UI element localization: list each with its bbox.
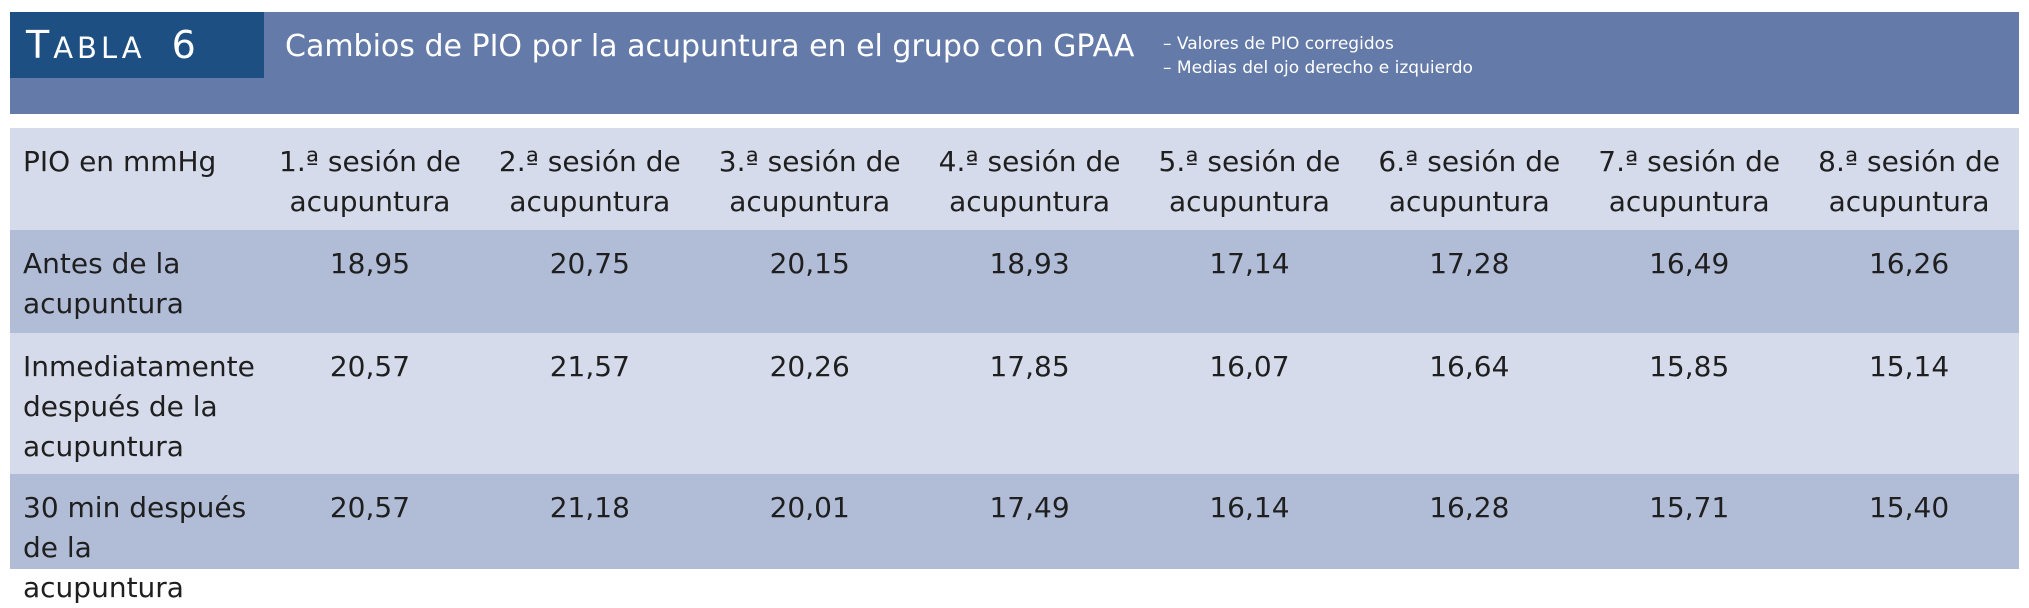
table-cell: 16,14 <box>1209 491 1290 524</box>
table-note: – Medias del ojo derecho e izquierdo <box>1163 58 1473 78</box>
table-cell: 16,26 <box>1868 247 1950 280</box>
table-cell: 16,07 <box>1209 350 1290 383</box>
table-label-word: TABLA <box>26 23 146 67</box>
table-cell: 21,57 <box>549 350 630 383</box>
table-header-band: TABLA 6 Cambios de PIO por la acupuntura… <box>10 12 2019 114</box>
table-cell: 18,95 <box>329 247 411 280</box>
table-gap <box>10 114 2019 128</box>
table-row: 30 min después de la acupuntura 20,57 21,… <box>10 474 2019 604</box>
column-header: 4.ª sesión de acupuntura <box>938 145 1121 218</box>
table-cell: 17,28 <box>1429 247 1510 280</box>
table-header-row: PIO en mmHg 1.ª sesión de acupuntura 2.ª … <box>10 128 2019 230</box>
table-cell: 17,14 <box>1209 247 1290 280</box>
column-header: 1.ª sesión de acupuntura <box>279 145 461 218</box>
table-cell: 15,85 <box>1649 350 1730 383</box>
table-label-number: 6 <box>171 23 196 67</box>
table-cell: 21,18 <box>549 491 630 524</box>
table-cell: 20,75 <box>549 247 630 280</box>
table-title: Cambios de PIO por la acupuntura en el g… <box>285 29 1135 64</box>
table-cell: 17,49 <box>989 491 1070 524</box>
table-notes: – Valores de PIO corregidos – Medias del… <box>1163 32 1473 80</box>
table-figure: TABLA 6 Cambios de PIO por la acupuntura… <box>10 12 2019 604</box>
column-header: 3.ª sesión de acupuntura <box>718 145 901 218</box>
table-cell: 15,40 <box>1868 491 1950 524</box>
table-cell: 17,85 <box>989 350 1070 383</box>
table-cell: 16,64 <box>1429 350 1510 383</box>
table-cell: 18,93 <box>989 247 1070 280</box>
column-header: 6.ª sesión de acupuntura <box>1378 145 1561 218</box>
table-row: Inmediatamente después de la acupuntura 20… <box>10 333 2019 474</box>
table-cell: 16,28 <box>1429 491 1510 524</box>
table-note: – Valores de PIO corregidos <box>1163 34 1394 54</box>
column-header: 7.ª sesión de acupuntura <box>1598 145 1781 218</box>
table-cell: 16,49 <box>1649 247 1730 280</box>
data-table: PIO en mmHg 1.ª sesión de acupuntura 2.ª … <box>10 114 2019 604</box>
row-label: Inmediatamente después de la acupuntura <box>23 350 255 463</box>
column-header: 5.ª sesión de acupuntura <box>1158 145 1341 218</box>
table-cell: 15,71 <box>1649 491 1730 524</box>
table-cell: 20,57 <box>329 350 411 383</box>
row-header-label: PIO en mmHg <box>23 145 217 178</box>
table-cell: 20,26 <box>769 350 850 383</box>
table-cell: 20,57 <box>329 491 411 524</box>
table-label: TABLA 6 <box>10 12 264 78</box>
table-cell: 20,01 <box>769 491 850 524</box>
row-label: 30 min después de la acupuntura <box>23 491 247 604</box>
table-cell: 20,15 <box>769 247 850 280</box>
table-cell: 15,14 <box>1868 350 1950 383</box>
row-label: Antes de la acupuntura <box>23 247 184 320</box>
table-row: Antes de la acupuntura 18,95 20,75 20,15 … <box>10 230 2019 333</box>
column-header: 8.ª sesión de acupuntura <box>1818 145 2000 218</box>
column-header: 2.ª sesión de acupuntura <box>498 145 681 218</box>
